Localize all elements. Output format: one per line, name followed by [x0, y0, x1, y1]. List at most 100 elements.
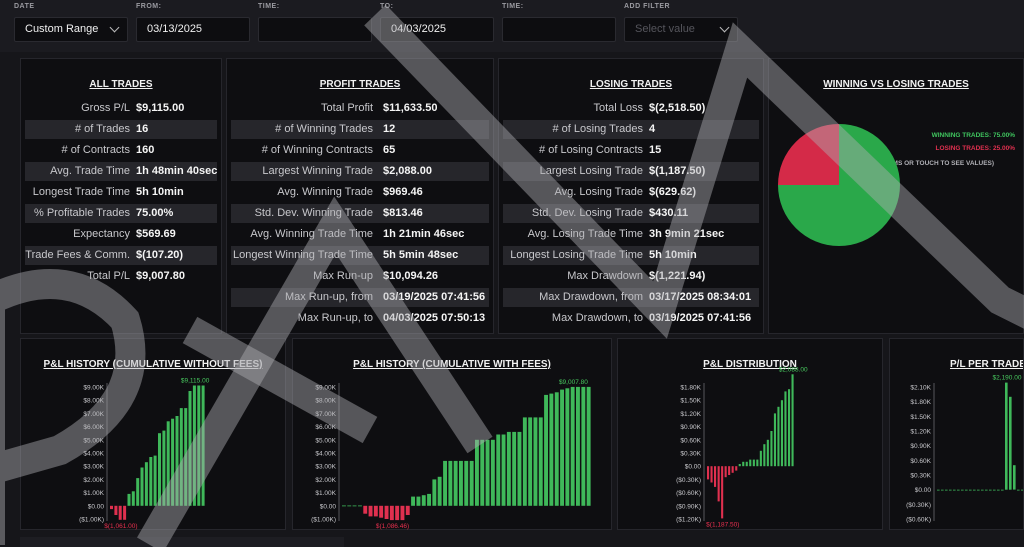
chart-bar[interactable]: [144, 462, 148, 506]
chart-bar[interactable]: [791, 374, 794, 467]
chart-bar[interactable]: [373, 505, 378, 517]
chart-bar[interactable]: [427, 493, 431, 506]
chart-bar[interactable]: [544, 394, 548, 506]
chart-bar[interactable]: [538, 417, 543, 506]
chart-bar[interactable]: [533, 417, 538, 506]
chart-bar[interactable]: [973, 489, 976, 491]
chart-bar[interactable]: [184, 408, 188, 506]
chart-bar[interactable]: [158, 433, 161, 506]
chart-bar[interactable]: [411, 496, 415, 506]
chart-plot[interactable]: $9.00K $8.00K $7.00K $6.00K $5.00K $4.00K $3.0…: [293, 339, 613, 531]
chart-bar[interactable]: [714, 466, 717, 487]
chart-bar[interactable]: [459, 460, 463, 506]
chart-bar[interactable]: [717, 466, 720, 502]
chart-bar[interactable]: [969, 489, 972, 491]
chart-bar[interactable]: [347, 505, 352, 507]
chart-bar[interactable]: [363, 505, 368, 514]
chart-bar[interactable]: [586, 386, 591, 506]
chart-bar[interactable]: [453, 460, 458, 506]
chart-bar[interactable]: [937, 489, 940, 491]
chart-bar[interactable]: [707, 466, 710, 480]
chart-bar[interactable]: [941, 489, 944, 491]
chart-bar[interactable]: [512, 431, 517, 506]
chart-bar[interactable]: [400, 505, 405, 521]
chart-bar[interactable]: [421, 495, 426, 506]
chart-bar[interactable]: [1009, 396, 1012, 490]
chart-bar[interactable]: [784, 391, 787, 467]
chart-bar[interactable]: [490, 439, 495, 506]
chart-bar[interactable]: [549, 393, 554, 506]
pie-slice-losing[interactable]: [778, 124, 839, 185]
chart-bar[interactable]: [501, 434, 506, 506]
chart-bar[interactable]: [517, 431, 522, 506]
chart-bar[interactable]: [153, 455, 157, 506]
chart-plot[interactable]: $1.80K $1.50K $1.20K $0.90K $0.60K $0.30K $0.0…: [618, 339, 884, 531]
chart-bar[interactable]: [780, 400, 783, 467]
chart-bar[interactable]: [945, 489, 948, 491]
win-loss-pie[interactable]: [769, 123, 909, 263]
chart-bar[interactable]: [405, 505, 410, 515]
chart-bar[interactable]: [738, 464, 741, 467]
chart-bar[interactable]: [985, 489, 988, 491]
chart-bar[interactable]: [475, 439, 479, 506]
chart-bar[interactable]: [756, 459, 759, 467]
chart-bar[interactable]: [448, 460, 453, 506]
chart-bar[interactable]: [389, 505, 394, 521]
chart-bar[interactable]: [123, 505, 127, 520]
chart-bar[interactable]: [731, 466, 734, 473]
chart-bar[interactable]: [770, 431, 773, 467]
chart-bar[interactable]: [342, 505, 346, 507]
chart-bar[interactable]: [777, 406, 780, 467]
chart-bar[interactable]: [496, 434, 501, 506]
chart-bar[interactable]: [554, 392, 559, 506]
chart-bar[interactable]: [188, 391, 192, 506]
chart-bar[interactable]: [993, 489, 996, 491]
chart-bar[interactable]: [949, 489, 952, 491]
chart-bar[interactable]: [179, 408, 183, 506]
chart-bar[interactable]: [710, 466, 713, 483]
chart-bar[interactable]: [745, 461, 748, 467]
chart-bar[interactable]: [581, 386, 586, 506]
chart-bar[interactable]: [395, 505, 400, 521]
chart-bar[interactable]: [114, 505, 118, 515]
chart-bar[interactable]: [1017, 489, 1020, 491]
chart-plot[interactable]: $9.00K $8.00K $7.00K $6.00K $5.00K $4.00K $3.0…: [21, 339, 287, 531]
chart-bar[interactable]: [136, 478, 140, 506]
chart-bar[interactable]: [506, 431, 511, 506]
chart-bar[interactable]: [171, 418, 175, 506]
chart-bar[interactable]: [1005, 382, 1008, 490]
chart-bar[interactable]: [1021, 489, 1024, 491]
to-date-input[interactable]: 04/03/2025: [380, 17, 494, 42]
chart-bar[interactable]: [416, 496, 421, 506]
chart-bar[interactable]: [576, 386, 580, 506]
chart-bar[interactable]: [480, 439, 485, 506]
chart-bar[interactable]: [957, 489, 960, 491]
chart-bar[interactable]: [368, 505, 373, 517]
chart-bar[interactable]: [437, 476, 442, 506]
time-from-input[interactable]: [258, 17, 372, 42]
chart-bar[interactable]: [759, 450, 762, 467]
chart-bar[interactable]: [977, 489, 980, 491]
chart-bar[interactable]: [953, 489, 956, 491]
chart-bar[interactable]: [981, 489, 984, 491]
chart-bar[interactable]: [127, 493, 131, 506]
chart-bar[interactable]: [469, 460, 474, 506]
chart-bar[interactable]: [118, 505, 122, 520]
chart-bar[interactable]: [728, 466, 731, 475]
chart-bar[interactable]: [560, 389, 564, 506]
chart-plot[interactable]: $2.10K $1.80K $1.50K $1.20K $0.90K $0.60K $0.3…: [890, 339, 1024, 530]
chart-bar[interactable]: [1001, 489, 1004, 491]
chart-bar[interactable]: [201, 385, 205, 506]
chart-bar[interactable]: [384, 505, 389, 519]
chart-bar[interactable]: [721, 466, 724, 519]
chart-bar[interactable]: [432, 479, 437, 506]
chart-bar[interactable]: [961, 489, 964, 491]
chart-bar[interactable]: [965, 489, 968, 491]
chart-bar[interactable]: [522, 417, 527, 506]
chart-bar[interactable]: [140, 467, 144, 506]
date-range-select[interactable]: Custom Range: [14, 17, 128, 42]
time-to-input[interactable]: [502, 17, 616, 42]
chart-bar[interactable]: [1013, 465, 1016, 490]
chart-bar[interactable]: [788, 389, 791, 467]
chart-bar[interactable]: [464, 460, 469, 506]
